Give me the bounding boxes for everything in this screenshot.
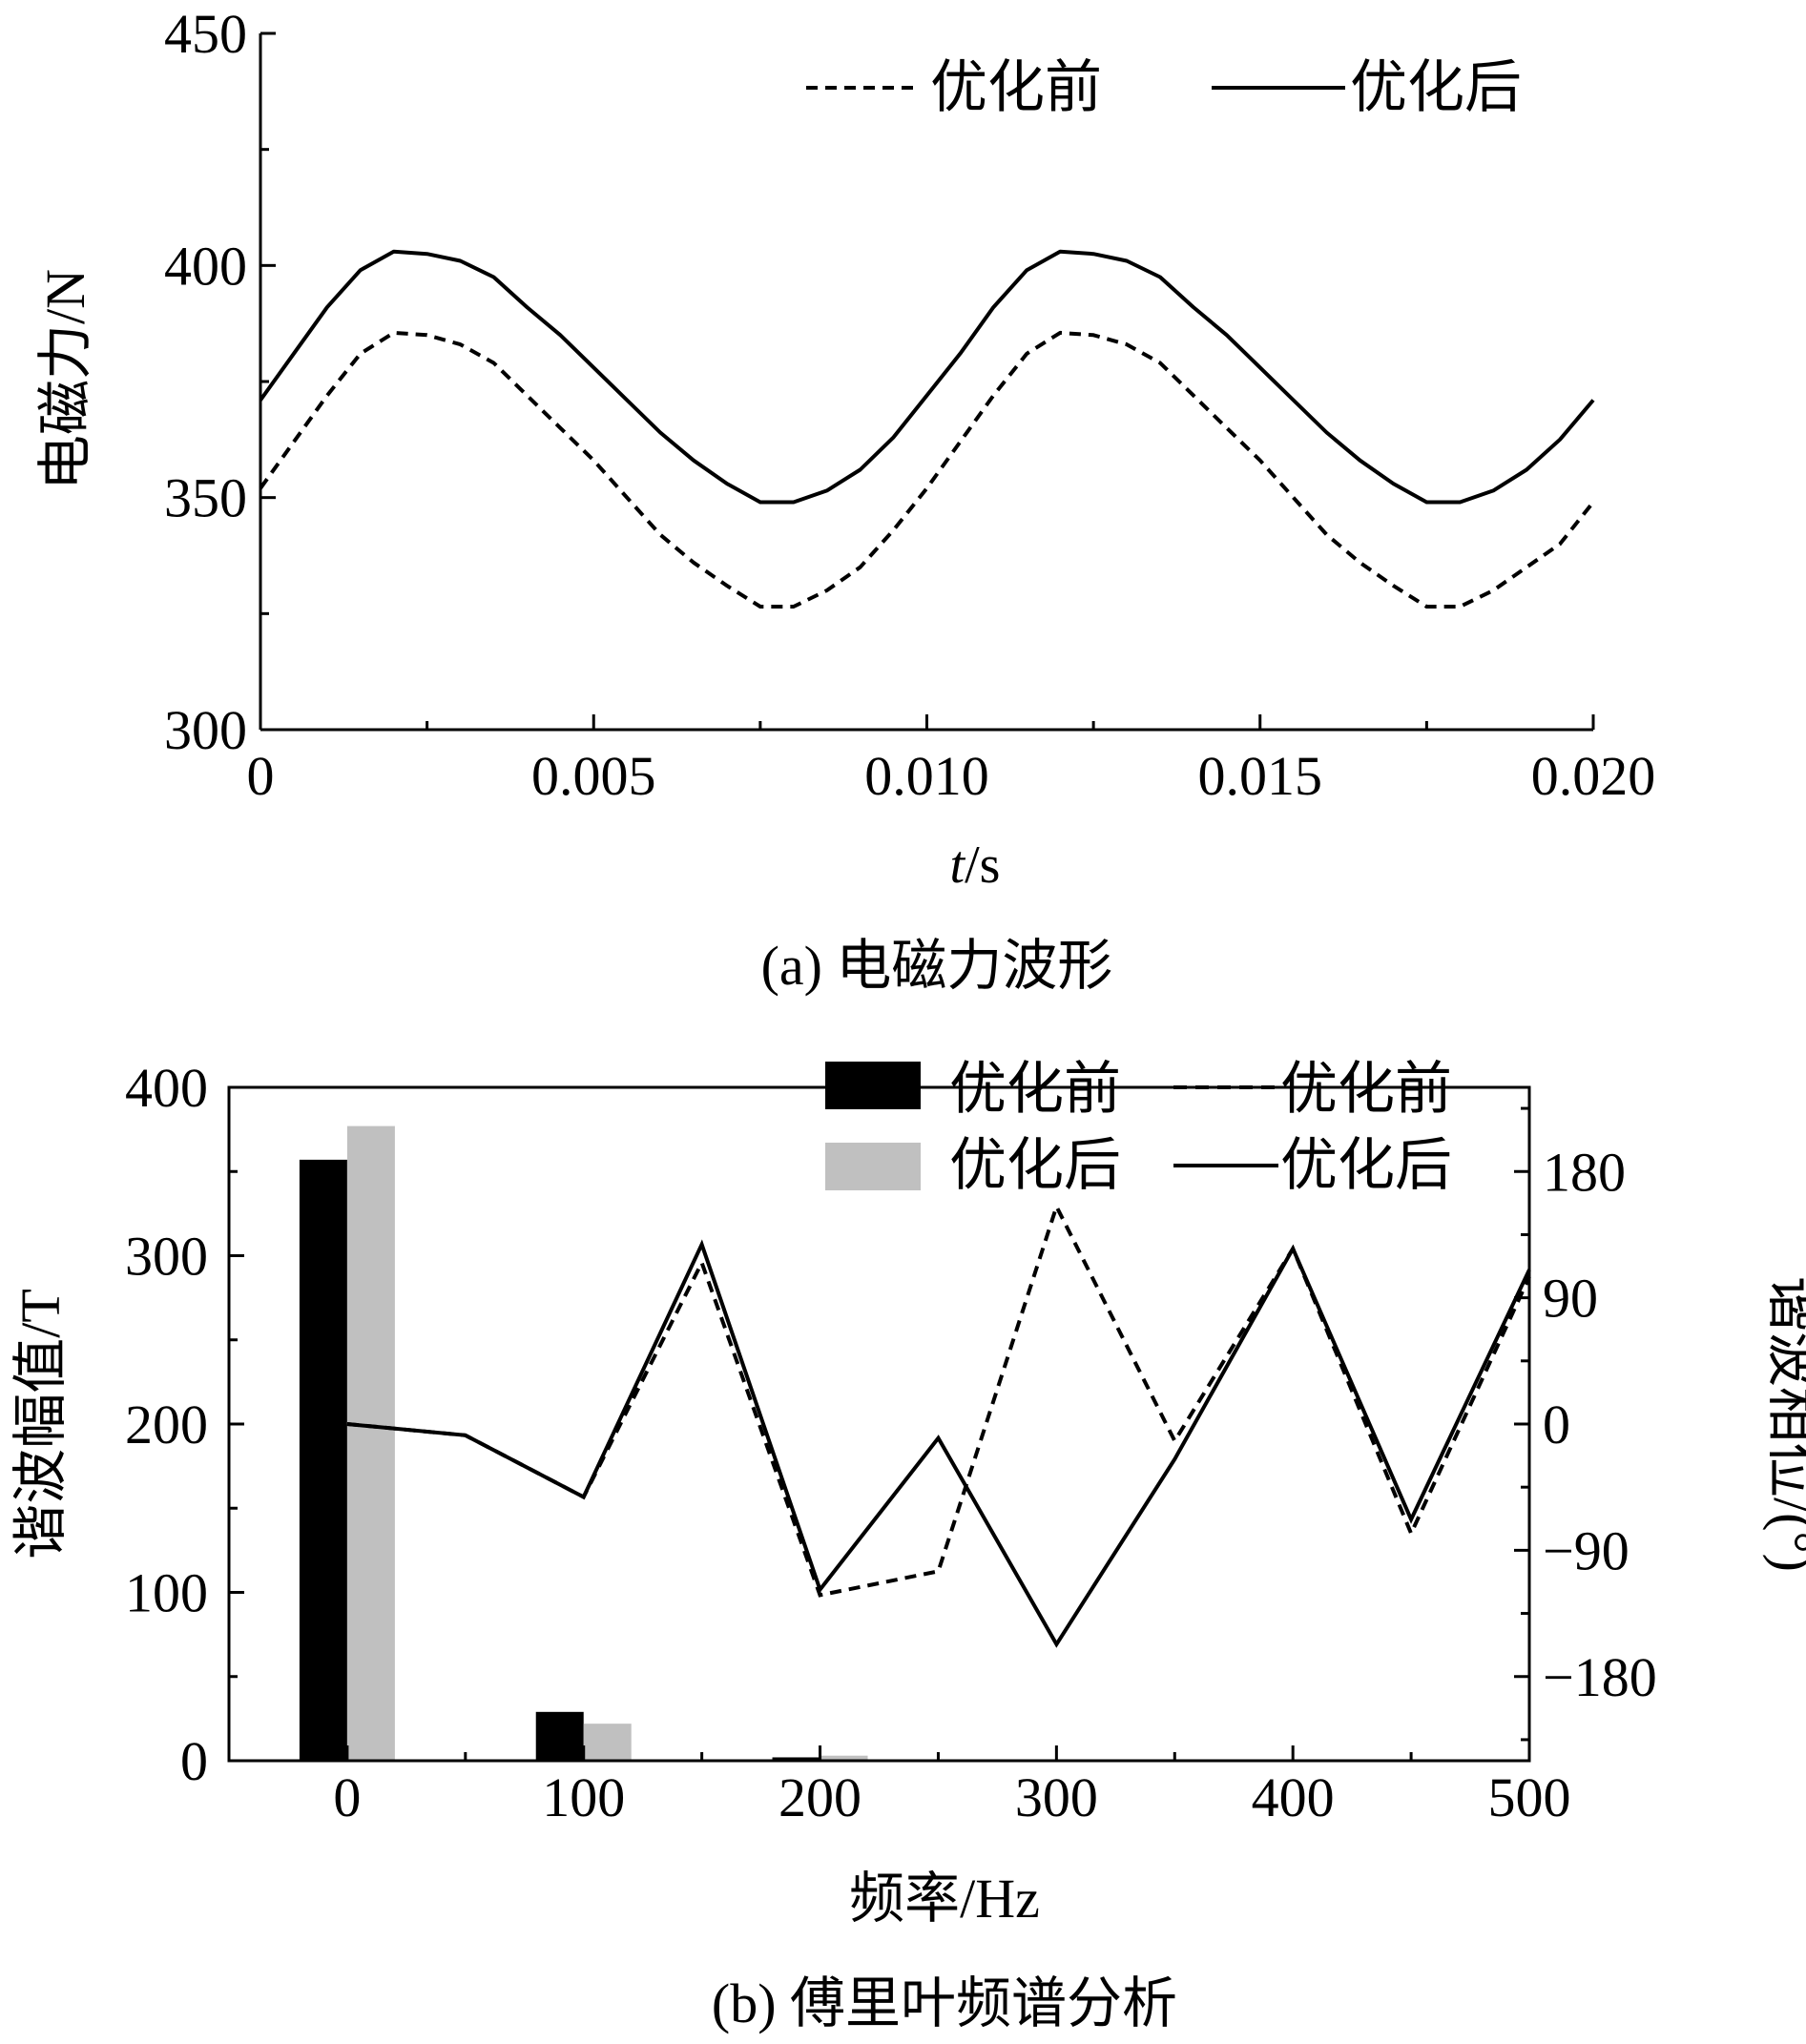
chart-b-x-tick-label: 400 bbox=[1252, 1766, 1335, 1828]
chart-b-legend-line-label-before: 优化前 bbox=[1280, 1058, 1452, 1121]
chart-b-fourier-spectrum: 0 100 200 300 400 500 0 100 200 300 400 −180 −90 0 90 1… bbox=[10, 1057, 1806, 2034]
chart-a-y-tick-label: 400 bbox=[164, 235, 247, 297]
chart-a-series-line-after bbox=[259, 249, 1595, 505]
chart-a-series-group bbox=[259, 249, 1595, 609]
chart-b-bars-group bbox=[299, 1125, 868, 1761]
chart-b-y-right-tick-label: −180 bbox=[1543, 1646, 1657, 1708]
chart-a-y-tick-label: 350 bbox=[164, 467, 247, 529]
chart-b-y-left-tick-label: 100 bbox=[125, 1562, 208, 1624]
chart-a-x-axis-label-italic: t bbox=[950, 836, 966, 895]
chart-b-bar-after-200hz bbox=[820, 1755, 868, 1761]
chart-b-legend-bar-swatch-after bbox=[825, 1143, 921, 1190]
chart-b-bar-after-0hz bbox=[346, 1125, 395, 1761]
chart-b-x-tick-label: 100 bbox=[542, 1766, 625, 1828]
chart-b-y-left-tick-label: 200 bbox=[125, 1394, 208, 1456]
chart-a-y-tick-label: 450 bbox=[164, 3, 247, 65]
chart-b-legend-bar-label-after: 优化后 bbox=[949, 1134, 1121, 1197]
chart-b-y-axis-label-right: 谐波相位/(°) bbox=[1762, 1276, 1806, 1572]
chart-b-legend-line-label-after: 优化后 bbox=[1280, 1134, 1452, 1197]
chart-b-y-axis-label-left: 谐波幅值/T bbox=[10, 1289, 72, 1559]
chart-a-x-tick-label: 0 bbox=[247, 745, 275, 807]
chart-b-legend-bar-swatch-before bbox=[825, 1062, 921, 1109]
chart-b-legend-bar-label-before: 优化前 bbox=[949, 1058, 1121, 1121]
chart-a-legend-label-before: 优化前 bbox=[930, 56, 1102, 119]
chart-a-x-tick-label: 0.005 bbox=[531, 745, 656, 807]
chart-a-y-tick-label: 300 bbox=[164, 699, 247, 761]
chart-b-caption: (b) 傅里叶频谱分析 bbox=[712, 1972, 1177, 2034]
chart-a-caption: (a) 电磁力波形 bbox=[761, 935, 1113, 997]
chart-a-legend: 优化前 优化后 bbox=[806, 56, 1522, 119]
chart-b-y-right-tick-label: 90 bbox=[1543, 1268, 1598, 1330]
chart-b-x-tick-label: 300 bbox=[1015, 1766, 1098, 1828]
chart-b-y-left-tick-label: 300 bbox=[125, 1226, 208, 1288]
chart-b-phase-line-before bbox=[346, 1201, 1531, 1598]
chart-b-y-right-tick-label: 0 bbox=[1543, 1394, 1570, 1456]
chart-b-x-tick-label: 0 bbox=[333, 1766, 361, 1828]
chart-a-x-axis-label: t/s bbox=[950, 836, 1001, 895]
chart-b-y-left-tick-label: 400 bbox=[125, 1057, 208, 1119]
chart-b-x-axis-label: 频率/Hz bbox=[849, 1868, 1040, 1930]
chart-b-legend: 优化前 优化后 优化前 优化后 bbox=[825, 1058, 1452, 1197]
chart-b-y-right-tick-label: −90 bbox=[1543, 1519, 1630, 1581]
chart-a-x-tick-label: 0.020 bbox=[1531, 745, 1656, 807]
chart-a-x-tick-label: 0.015 bbox=[1198, 745, 1323, 807]
chart-b-ticks: 0 100 200 300 400 500 0 100 200 300 400 −180 −90 0 90 1… bbox=[125, 1057, 1657, 1828]
chart-b-phase-line-after bbox=[346, 1239, 1531, 1648]
chart-a-x-tick-label: 0.010 bbox=[864, 745, 989, 807]
chart-b-bar-after-100hz bbox=[583, 1724, 632, 1761]
chart-a-x-axis-label-unit: /s bbox=[965, 836, 1000, 895]
chart-b-bar-before-0hz bbox=[299, 1159, 347, 1761]
chart-a-series-line-before bbox=[259, 330, 1595, 609]
chart-a-electromagnetic-force-waveform: 0 0.005 0.010 0.015 0.020 300 350 400 450 优化前 优化… bbox=[34, 3, 1655, 997]
chart-b-lines-group bbox=[346, 1201, 1531, 1648]
chart-b-y-right-tick-label: 180 bbox=[1543, 1141, 1626, 1203]
chart-a-ticks: 0 0.005 0.010 0.015 0.020 300 350 400 450 bbox=[164, 3, 1655, 807]
chart-b-bar-before-200hz bbox=[772, 1757, 820, 1761]
chart-a-y-axis-label: 电磁力/N bbox=[34, 269, 96, 490]
chart-b-y-left-tick-label: 0 bbox=[180, 1730, 208, 1792]
chart-b-bar-before-100hz bbox=[535, 1711, 584, 1761]
chart-b-x-tick-label: 500 bbox=[1488, 1766, 1571, 1828]
chart-b-x-tick-label: 200 bbox=[778, 1766, 861, 1828]
chart-a-legend-label-after: 优化后 bbox=[1350, 56, 1522, 119]
